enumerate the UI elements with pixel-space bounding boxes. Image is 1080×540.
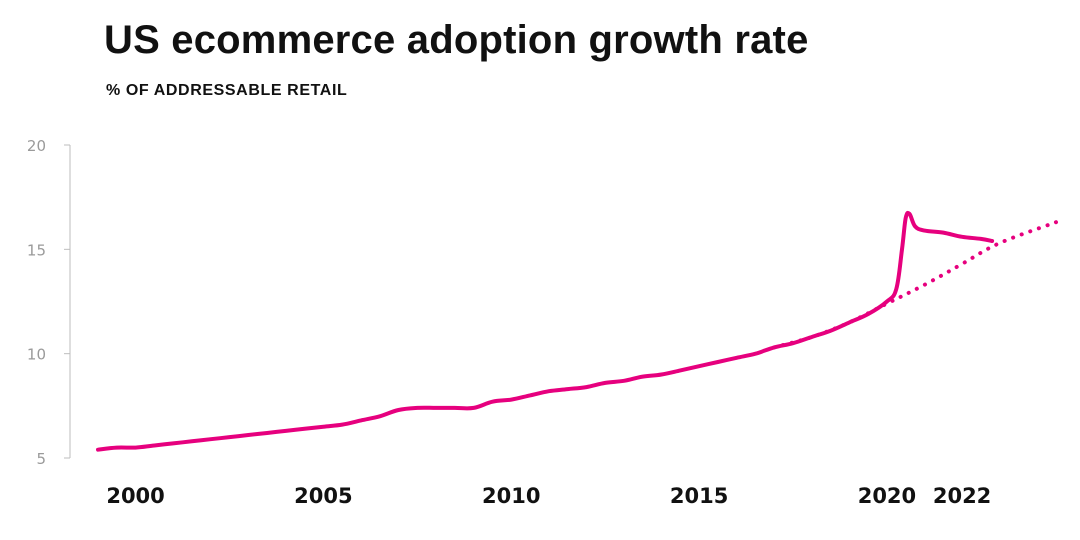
y-tick-label: 10 [27,346,46,364]
y-tick-label: 15 [27,241,46,259]
chart-subtitle: % OF ADDRESSABLE RETAIL [106,82,348,99]
x-tick-label: 2010 [482,484,540,508]
y-tick-label: 20 [27,137,46,155]
ecommerce-share-line [96,210,995,452]
x-tick-label: 2015 [670,484,728,508]
trend-line-dotted [772,220,1058,350]
chart-series [96,210,1058,452]
chart-title: US ecommerce adoption growth rate [104,18,809,62]
x-tick-label: 2020 [858,484,916,508]
y-tick-label: 5 [36,450,46,468]
chart-axes: 5 10 15 20 2000 2005 2010 2015 2020 2022 [27,137,991,508]
x-tick-label: 2005 [294,484,352,508]
x-tick-label: 2000 [106,484,164,508]
x-tick-label: 2022 [933,484,991,508]
